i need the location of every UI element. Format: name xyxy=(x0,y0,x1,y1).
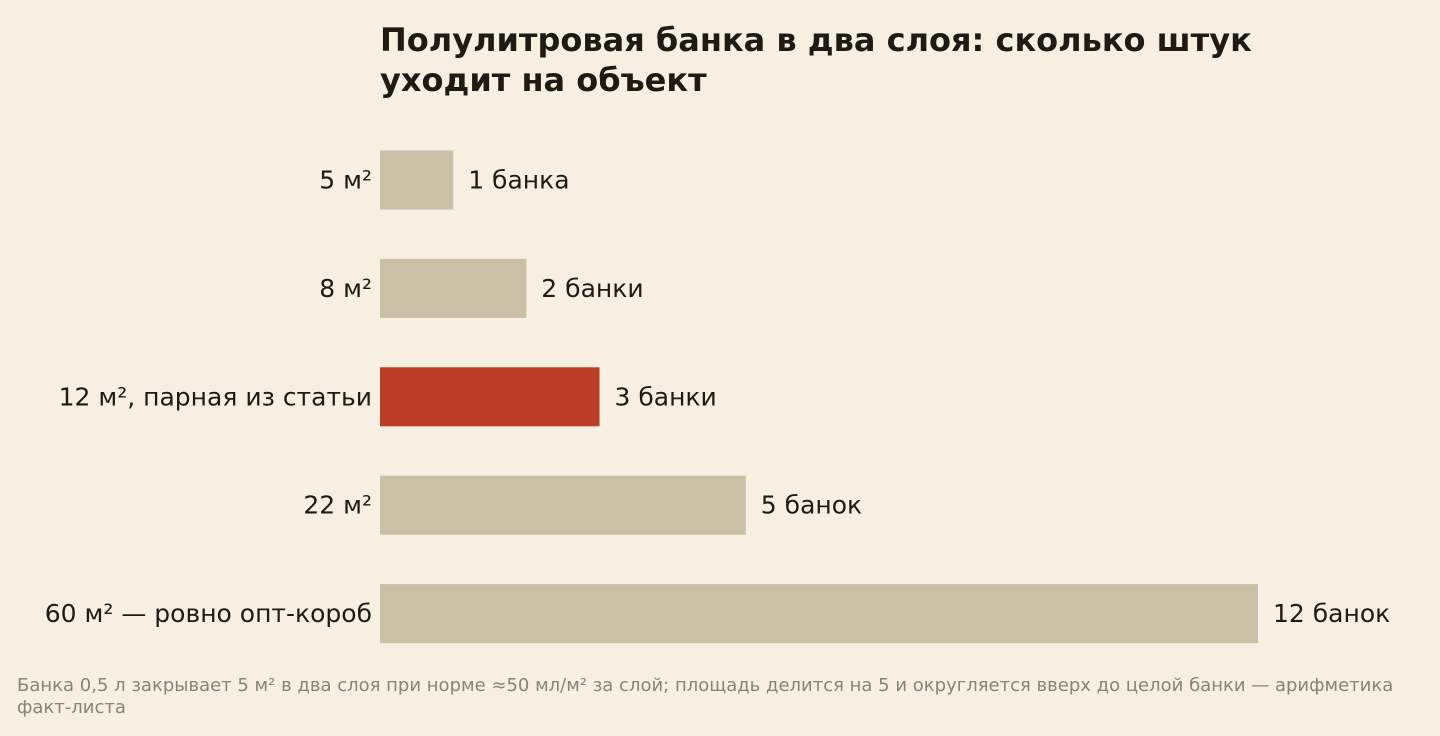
value-label: 1 банка xyxy=(468,166,569,195)
bar xyxy=(380,584,1258,644)
bar-highlight xyxy=(380,367,600,427)
bar xyxy=(380,150,454,210)
category-label: 60 м² — ровно опт-короб xyxy=(45,599,372,628)
category-label: 22 м² xyxy=(303,491,372,520)
bar xyxy=(380,258,527,318)
bar-chart: 5 м² 1 банка 8 м² 2 банки 12 м², парная из с… xyxy=(45,150,1390,644)
value-label: 12 банок xyxy=(1273,599,1390,628)
chart-title: Полулитровая банка в два слоя: сколько ш… xyxy=(380,21,1252,99)
value-label: 5 банок xyxy=(761,491,862,520)
bar xyxy=(380,475,746,535)
category-label: 8 м² xyxy=(319,274,372,303)
category-label: 5 м² xyxy=(319,166,372,195)
category-label: 12 м², парная из статьи xyxy=(59,382,372,411)
chart-footnote: Банка 0,5 л закрывает 5 м² в два слоя пр… xyxy=(17,675,1394,718)
value-label: 3 банки xyxy=(615,382,717,411)
value-label: 2 банки xyxy=(541,274,643,303)
